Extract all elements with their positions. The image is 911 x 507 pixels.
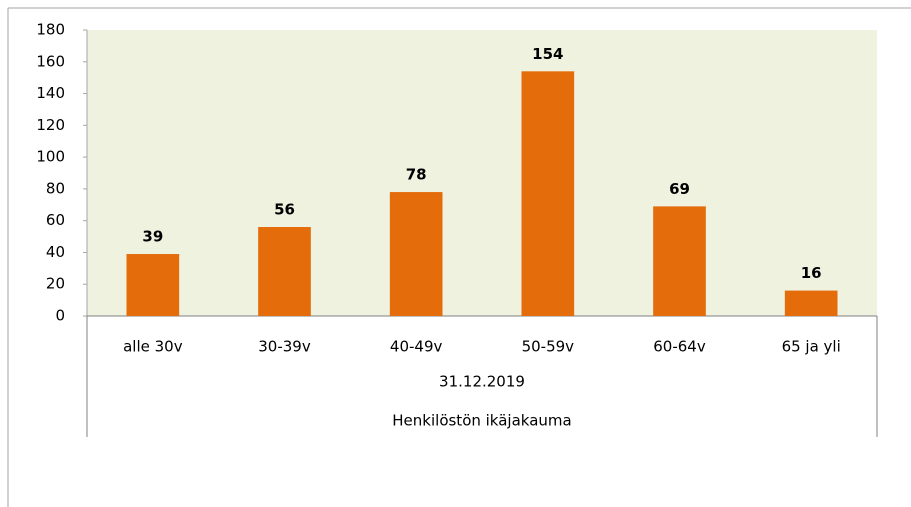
bar: [389, 192, 443, 316]
y-tick-label: 140: [36, 84, 65, 102]
y-tick-label: 0: [55, 307, 65, 325]
bar: [126, 254, 180, 316]
plot-area: [87, 30, 877, 316]
data-label: 154: [532, 45, 563, 63]
y-tick-label: 100: [36, 148, 65, 166]
data-label: 56: [274, 201, 295, 219]
x-tick-label: 65 ja yli: [782, 338, 841, 356]
y-tick-label: 60: [46, 211, 65, 229]
x-tick-label: 50-59v: [522, 338, 575, 356]
x-group-label: 31.12.2019: [439, 373, 525, 391]
data-label: 16: [801, 264, 822, 282]
y-tick-label: 40: [46, 243, 65, 261]
x-tick-label: 60-64v: [653, 338, 706, 356]
y-tick-label: 20: [46, 275, 65, 293]
y-tick-label: 80: [46, 179, 65, 197]
bar: [784, 290, 838, 316]
bar: [521, 71, 575, 316]
x-tick-label: 30-39v: [258, 338, 311, 356]
y-tick-label: 180: [36, 21, 65, 39]
data-label: 69: [669, 180, 690, 198]
bar: [653, 206, 706, 316]
data-label: 39: [142, 228, 163, 246]
y-tick-label: 120: [36, 116, 65, 134]
x-tick-label: 40-49v: [390, 338, 443, 356]
y-tick-label: 160: [36, 52, 65, 70]
x-axis-label: Henkilöstön ikäjakauma: [392, 412, 571, 430]
bar: [258, 227, 311, 316]
x-tick-label: alle 30v: [123, 338, 183, 356]
data-label: 78: [406, 166, 427, 184]
